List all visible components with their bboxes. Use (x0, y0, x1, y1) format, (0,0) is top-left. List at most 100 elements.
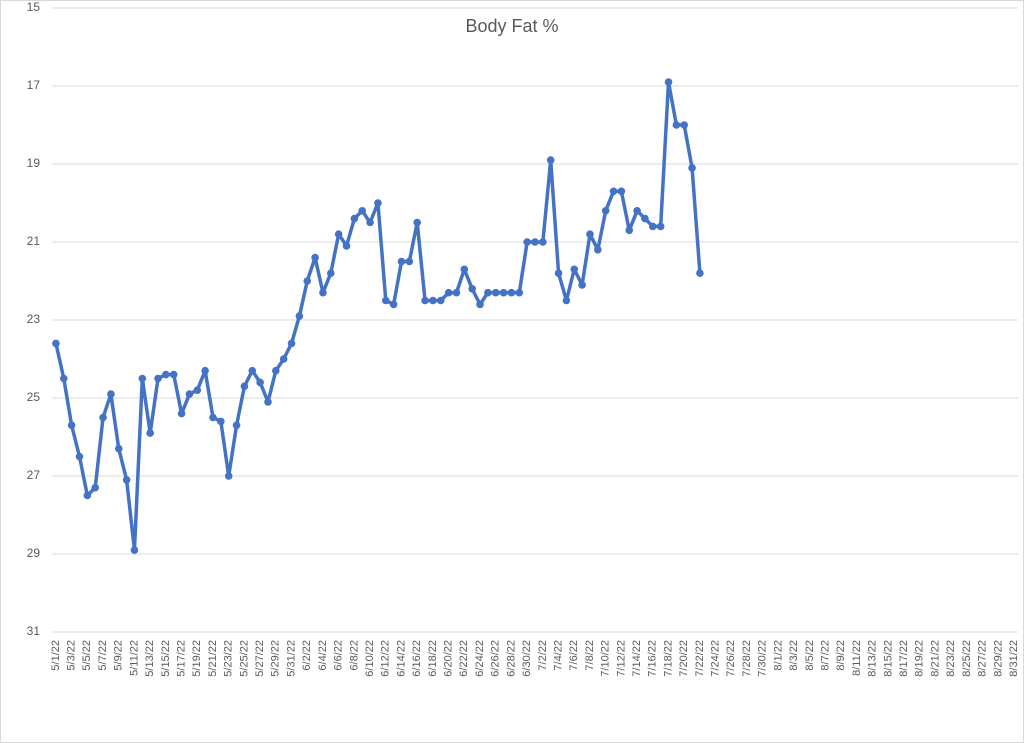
data-point (154, 374, 162, 383)
x-tick-label: 8/17/22 (898, 640, 910, 677)
x-tick-label: 7/18/22 (662, 640, 674, 677)
x-tick-label: 6/2/22 (301, 640, 313, 671)
data-point (507, 288, 516, 297)
x-tick-label: 6/6/22 (333, 640, 345, 671)
data-point (444, 288, 453, 297)
data-point (641, 214, 649, 223)
y-tick-label: 29 (27, 546, 41, 560)
x-tick-label: 8/25/22 (961, 640, 973, 677)
data-point (303, 277, 312, 285)
chart-title: Body Fat % (465, 16, 558, 36)
data-point (586, 230, 594, 238)
x-tick-label: 7/26/22 (725, 640, 737, 677)
data-point (256, 378, 264, 387)
data-point (217, 417, 225, 426)
x-tick-label: 5/7/22 (97, 640, 109, 671)
data-point (460, 265, 469, 274)
y-tick-label: 15 (27, 0, 41, 14)
x-tick-label: 6/4/22 (317, 640, 329, 671)
x-tick-label: 5/21/22 (207, 640, 219, 677)
x-tick-label: 6/28/22 (505, 640, 517, 677)
data-point (609, 187, 618, 196)
x-tick-label: 6/22/22 (458, 640, 470, 677)
data-point (436, 296, 445, 305)
data-point (279, 355, 288, 363)
data-point (625, 226, 634, 235)
data-point (476, 300, 484, 309)
x-tick-label: 7/20/22 (678, 640, 690, 677)
data-point (248, 366, 257, 375)
data-point (83, 491, 92, 500)
data-point (295, 312, 304, 320)
data-point (264, 398, 272, 406)
data-point (272, 366, 280, 375)
data-point (381, 296, 390, 305)
data-point (107, 390, 115, 398)
data-point (334, 230, 343, 238)
data-point (672, 121, 681, 129)
data-point (594, 246, 602, 254)
data-point (499, 288, 508, 297)
x-tick-label: 7/28/22 (741, 640, 753, 677)
data-point (67, 421, 76, 430)
x-tick-label: 7/22/22 (694, 640, 706, 677)
data-point (397, 257, 406, 266)
data-point (413, 218, 421, 227)
data-point (75, 452, 84, 461)
x-tick-label: 5/11/22 (128, 640, 140, 676)
x-tick-label: 8/13/22 (867, 640, 879, 677)
x-tick-label: 7/12/22 (615, 640, 627, 677)
data-point (578, 281, 586, 289)
data-point (429, 296, 437, 305)
data-point (114, 444, 123, 453)
data-point (421, 296, 429, 305)
data-point (52, 339, 60, 348)
data-point (680, 121, 689, 129)
data-point (468, 285, 476, 293)
data-point (350, 214, 359, 223)
x-tick-label: 5/9/22 (113, 640, 125, 671)
x-tick-label: 8/9/22 (835, 640, 847, 671)
data-point (649, 222, 657, 231)
x-tick-label: 8/15/22 (882, 640, 894, 677)
y-tick-label: 27 (27, 468, 41, 482)
data-point (523, 238, 531, 246)
x-tick-label: 8/27/22 (977, 640, 989, 677)
data-point (193, 386, 202, 395)
data-point (688, 164, 696, 172)
x-tick-label: 7/14/22 (631, 640, 643, 677)
data-point (130, 546, 139, 554)
x-tick-label: 8/3/22 (788, 640, 800, 671)
x-tick-label: 6/10/22 (364, 640, 376, 677)
data-point (185, 390, 194, 398)
x-tick-label: 7/6/22 (568, 640, 580, 671)
data-point (224, 472, 233, 480)
data-point (162, 370, 170, 379)
x-tick-label: 5/19/22 (191, 640, 203, 677)
x-tick-label: 5/17/22 (175, 640, 187, 677)
x-tick-label: 6/14/22 (395, 640, 407, 677)
x-tick-label: 5/27/22 (254, 640, 266, 677)
x-tick-label: 5/15/22 (160, 640, 172, 677)
data-point (554, 269, 563, 278)
data-point (358, 207, 367, 215)
data-point (59, 374, 68, 383)
data-point (617, 187, 626, 196)
data-point (546, 156, 555, 164)
data-point (562, 296, 571, 305)
x-tick-label: 5/1/22 (50, 640, 62, 671)
y-tick-label: 19 (27, 156, 41, 170)
data-point (515, 288, 524, 297)
x-tick-label: 6/20/22 (443, 640, 455, 677)
x-tick-label: 6/18/22 (427, 640, 439, 677)
x-tick-label: 7/30/22 (757, 640, 769, 677)
data-point (601, 207, 610, 215)
data-point (138, 374, 147, 383)
x-tick-label: 7/2/22 (537, 640, 549, 671)
data-point (232, 421, 241, 430)
x-tick-label: 7/8/22 (584, 640, 596, 671)
data-point (287, 339, 296, 348)
x-tick-label: 6/30/22 (521, 640, 533, 677)
x-tick-label: 5/29/22 (270, 640, 282, 677)
